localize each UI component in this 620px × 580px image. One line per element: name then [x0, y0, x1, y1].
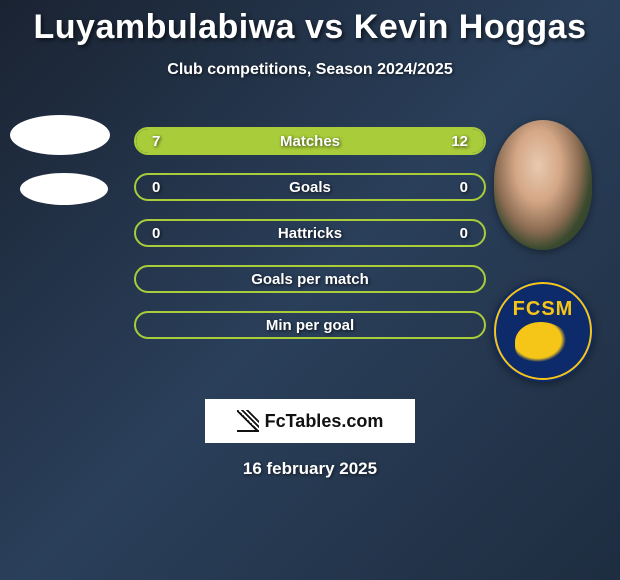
- player2-avatars: FCSM: [488, 120, 598, 382]
- stat-row: 712Matches: [134, 127, 486, 155]
- branding-box: FcTables.com: [205, 399, 415, 443]
- branding-text: FcTables.com: [265, 411, 384, 432]
- stat-row: Min per goal: [134, 311, 486, 339]
- stat-label: Hattricks: [136, 225, 484, 242]
- stats-panel: 712Matches 00Goals 00Hattricks Goals per ma…: [134, 127, 486, 339]
- player1-avatars: [10, 115, 110, 223]
- stat-label: Min per goal: [136, 317, 484, 334]
- stat-label: Matches: [136, 133, 484, 150]
- player2-club-badge: FCSM: [492, 280, 594, 382]
- stat-row: 00Hattricks: [134, 219, 486, 247]
- club-badge-lion-icon: [515, 322, 571, 366]
- stat-label: Goals: [136, 179, 484, 196]
- page-title: Luyambulabiwa vs Kevin Hoggas: [0, 0, 620, 47]
- stat-row: Goals per match: [134, 265, 486, 293]
- date-label: 16 february 2025: [0, 459, 620, 479]
- stat-label: Goals per match: [136, 271, 484, 288]
- player1-photo-placeholder: [10, 115, 110, 155]
- subtitle: Club competitions, Season 2024/2025: [0, 61, 620, 79]
- club-badge-text: FCSM: [513, 298, 574, 321]
- stat-row: 00Goals: [134, 173, 486, 201]
- player2-photo: [494, 120, 592, 250]
- fctables-logo-icon: [237, 410, 259, 432]
- player1-club-placeholder: [20, 173, 108, 205]
